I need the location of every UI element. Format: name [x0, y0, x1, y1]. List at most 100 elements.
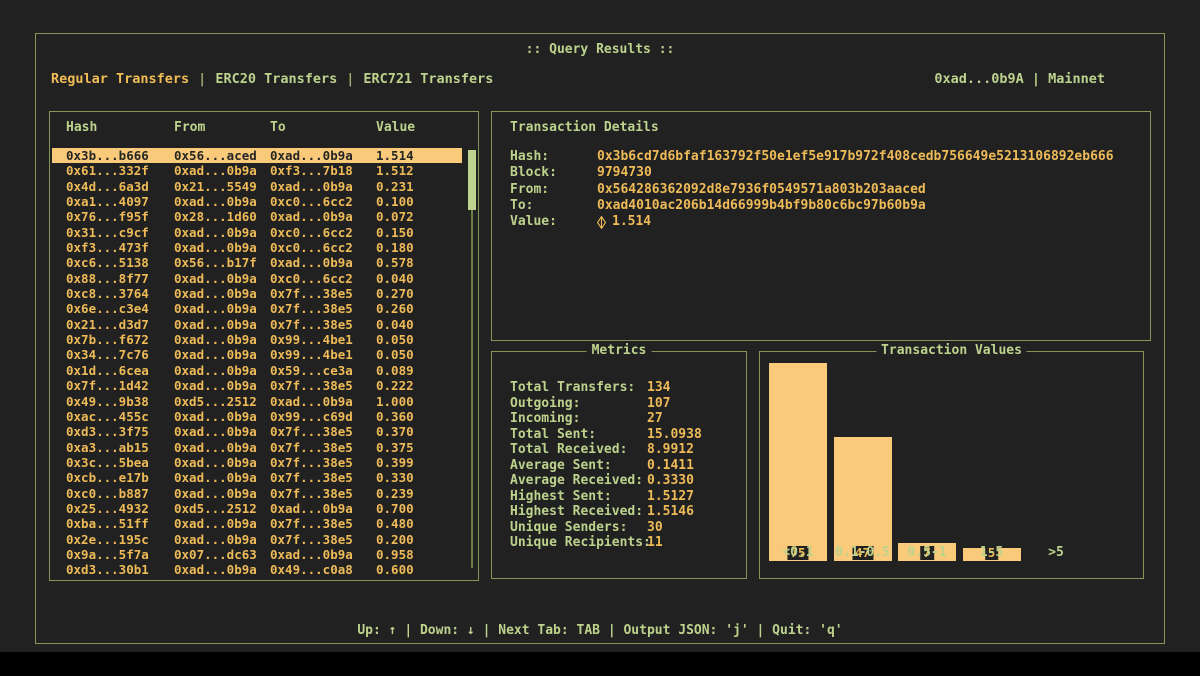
- table-row[interactable]: 0x76...f95f 0x28...1d60 0xad...0b9a 0.072: [52, 209, 462, 224]
- table-row[interactable]: 0xcb...e17b 0xad...0b9a 0x7f...38e5 0.330: [52, 470, 462, 485]
- cell-hash: 0x1d...6cea: [66, 362, 149, 378]
- cell-to: 0xad...0b9a: [270, 393, 353, 409]
- table-row[interactable]: 0xd3...3f75 0xad...0b9a 0x7f...38e5 0.370: [52, 424, 462, 439]
- cell-hash: 0x61...332f: [66, 163, 149, 179]
- table-row[interactable]: 0xf3...473f 0xad...0b9a 0xc0...6cc2 0.180: [52, 240, 462, 255]
- detail-label: Value:: [510, 214, 557, 230]
- cell-value: 0.150: [376, 224, 414, 240]
- cell-hash: 0x4d...6a3d: [66, 178, 149, 194]
- tab-erc721-transfers[interactable]: ERC721 Transfers: [363, 71, 494, 87]
- table-row[interactable]: 0x4d...6a3d 0x21...5549 0xad...0b9a 0.231: [52, 179, 462, 194]
- column-header-from: From: [174, 120, 206, 135]
- scrollbar-thumb[interactable]: [468, 150, 476, 210]
- cell-from: 0xad...0b9a: [174, 516, 257, 532]
- cell-from: 0xad...0b9a: [174, 362, 257, 378]
- table-row[interactable]: 0x31...c9cf 0xad...0b9a 0xc0...6cc2 0.150: [52, 225, 462, 240]
- cell-hash: 0xa1...4097: [66, 194, 149, 210]
- cell-to: 0x7f...38e5: [270, 439, 353, 455]
- table-row[interactable]: 0x61...332f 0xad...0b9a 0xf3...7b18 1.512: [52, 163, 462, 178]
- cell-to: 0xc0...6cc2: [270, 240, 353, 256]
- cell-hash: 0x6e...c3e4: [66, 301, 149, 317]
- table-row[interactable]: 0x7b...f672 0xad...0b9a 0x99...4be1 0.050: [52, 332, 462, 347]
- metrics-panel: Metrics Total Transfers: 134 Outgoing: 107 I…: [491, 343, 747, 579]
- cell-hash: 0x7f...1d42: [66, 378, 149, 394]
- metric-item: Average Received: 0.3330: [510, 473, 738, 489]
- tab-erc20-transfers[interactable]: ERC20 Transfers: [215, 71, 338, 87]
- cell-hash: 0x2e...195c: [66, 531, 149, 547]
- table-row[interactable]: 0xc0...b887 0xad...0b9a 0x7f...38e5 0.239: [52, 486, 462, 501]
- cell-from: 0xad...0b9a: [174, 163, 257, 179]
- cell-to: 0x7f...38e5: [270, 485, 353, 501]
- table-row[interactable]: 0x49...9b38 0xd5...2512 0xad...0b9a 1.000: [52, 394, 462, 409]
- cell-hash: 0xf3...473f: [66, 240, 149, 256]
- bar-0-5-1: 7: [898, 543, 956, 561]
- cell-value: 0.600: [376, 562, 414, 578]
- cell-to: 0xad...0b9a: [270, 178, 353, 194]
- table-row[interactable]: 0xd3...30b1 0xad...0b9a 0x49...c0a8 0.600: [52, 562, 462, 577]
- tab-regular-transfers[interactable]: Regular Transfers: [51, 71, 190, 87]
- table-row[interactable]: 0x9a...5f7a 0x07...dc63 0xad...0b9a 0.958: [52, 547, 462, 562]
- cell-from: 0xd5...2512: [174, 393, 257, 409]
- table-row[interactable]: 0xa3...ab15 0xad...0b9a 0x7f...38e5 0.375: [52, 440, 462, 455]
- table-row[interactable]: 0x7f...1d42 0xad...0b9a 0x7f...38e5 0.222: [52, 378, 462, 393]
- cell-from: 0x28...1d60: [174, 209, 257, 225]
- cell-to: 0xad...0b9a: [270, 209, 353, 225]
- metric-item: Total Sent: 15.0938: [510, 427, 738, 443]
- bar-0-1: 75: [769, 363, 827, 561]
- terminal-background: :: Query Results :: Regular Transfers | ER…: [0, 0, 1200, 652]
- metric-value: 134: [647, 380, 671, 395]
- metric-value: 0.3330: [647, 473, 694, 488]
- table-row[interactable]: 0x1d...6cea 0xad...0b9a 0x59...ce3a 0.089: [52, 363, 462, 378]
- table-row[interactable]: 0x34...7c76 0xad...0b9a 0x99...4be1 0.050: [52, 347, 462, 362]
- cell-hash: 0x34...7c76: [66, 347, 149, 363]
- table-row[interactable]: 0x2e...195c 0xad...0b9a 0x7f...38e5 0.200: [52, 532, 462, 547]
- bar-value-label: 7: [920, 546, 934, 560]
- table-row[interactable]: 0x21...d3d7 0xad...0b9a 0x7f...38e5 0.040: [52, 317, 462, 332]
- metric-item: Average Sent: 0.1411: [510, 458, 738, 474]
- bar-chart: 75 <0.1 47 0.1-0.5 7 0.5-1 5 1-5 >5: [760, 352, 1143, 578]
- cell-value: 0.260: [376, 301, 414, 317]
- window-title: :: Query Results ::: [525, 42, 675, 57]
- table-row[interactable]: 0x3b...b666 0x56...aced 0xad...0b9a 1.514: [52, 148, 462, 164]
- cell-from: 0xad...0b9a: [174, 316, 257, 332]
- table-row[interactable]: 0x6e...c3e4 0xad...0b9a 0x7f...38e5 0.260: [52, 301, 462, 316]
- metric-value: 1.5127: [647, 488, 694, 504]
- metric-value: 0.1411: [647, 457, 694, 473]
- cell-to: 0xc0...6cc2: [270, 224, 353, 240]
- table-row[interactable]: 0xac...455c 0xad...0b9a 0x99...c69d 0.360: [52, 409, 462, 424]
- metric-item: Unique Senders: 30: [510, 520, 738, 536]
- cell-hash: 0x9a...5f7a: [66, 546, 149, 562]
- cell-to: 0x7f...38e5: [270, 286, 353, 302]
- metric-value: 15.0938: [647, 426, 702, 442]
- cell-from: 0x21...5549: [174, 178, 257, 194]
- scrollbar-track[interactable]: [471, 150, 473, 568]
- table-row[interactable]: 0xa1...4097 0xad...0b9a 0xc0...6cc2 0.100: [52, 194, 462, 209]
- metric-item: Highest Received: 1.5146: [510, 504, 738, 520]
- cell-hash: 0xba...51ff: [66, 516, 149, 532]
- axis-label-0-5-1: 0.5-1: [907, 545, 947, 560]
- cell-hash: 0x88...8f77: [66, 270, 149, 286]
- cell-value: 0.200: [376, 531, 414, 547]
- cell-to: 0x99...4be1: [270, 332, 353, 348]
- column-header-to: To: [270, 120, 286, 135]
- table-row[interactable]: 0x88...8f77 0xad...0b9a 0xc0...6cc2 0.040: [52, 271, 462, 286]
- cell-from: 0x07...dc63: [174, 546, 257, 562]
- metric-label: Average Sent:: [510, 457, 612, 473]
- details-panel: Transaction Details Hash: 0x3b6cd7d6bfaf1…: [491, 111, 1151, 341]
- column-header-value: Value: [376, 120, 416, 135]
- cell-from: 0xad...0b9a: [174, 301, 257, 317]
- bar-value-label: 5: [984, 546, 999, 560]
- table-row[interactable]: 0x25...4932 0xd5...2512 0xad...0b9a 0.700: [52, 501, 462, 516]
- cell-from: 0xad...0b9a: [174, 224, 257, 240]
- table-row[interactable]: 0xc8...3764 0xad...0b9a 0x7f...38e5 0.270: [52, 286, 462, 301]
- table-row[interactable]: 0x3c...5bea 0xad...0b9a 0x7f...38e5 0.399: [52, 455, 462, 470]
- table-row[interactable]: 0xc6...5138 0x56...b17f 0xad...0b9a 0.578: [52, 255, 462, 270]
- table-row[interactable]: 0xba...51ff 0xad...0b9a 0x7f...38e5 0.480: [52, 516, 462, 531]
- cell-value: 0.089: [376, 362, 414, 378]
- chart-title: Transaction Values: [876, 343, 1027, 358]
- cell-to: 0x7f...38e5: [270, 531, 353, 547]
- cell-from: 0xad...0b9a: [174, 424, 257, 440]
- cell-value: 0.330: [376, 470, 414, 486]
- cell-from: 0xad...0b9a: [174, 286, 257, 302]
